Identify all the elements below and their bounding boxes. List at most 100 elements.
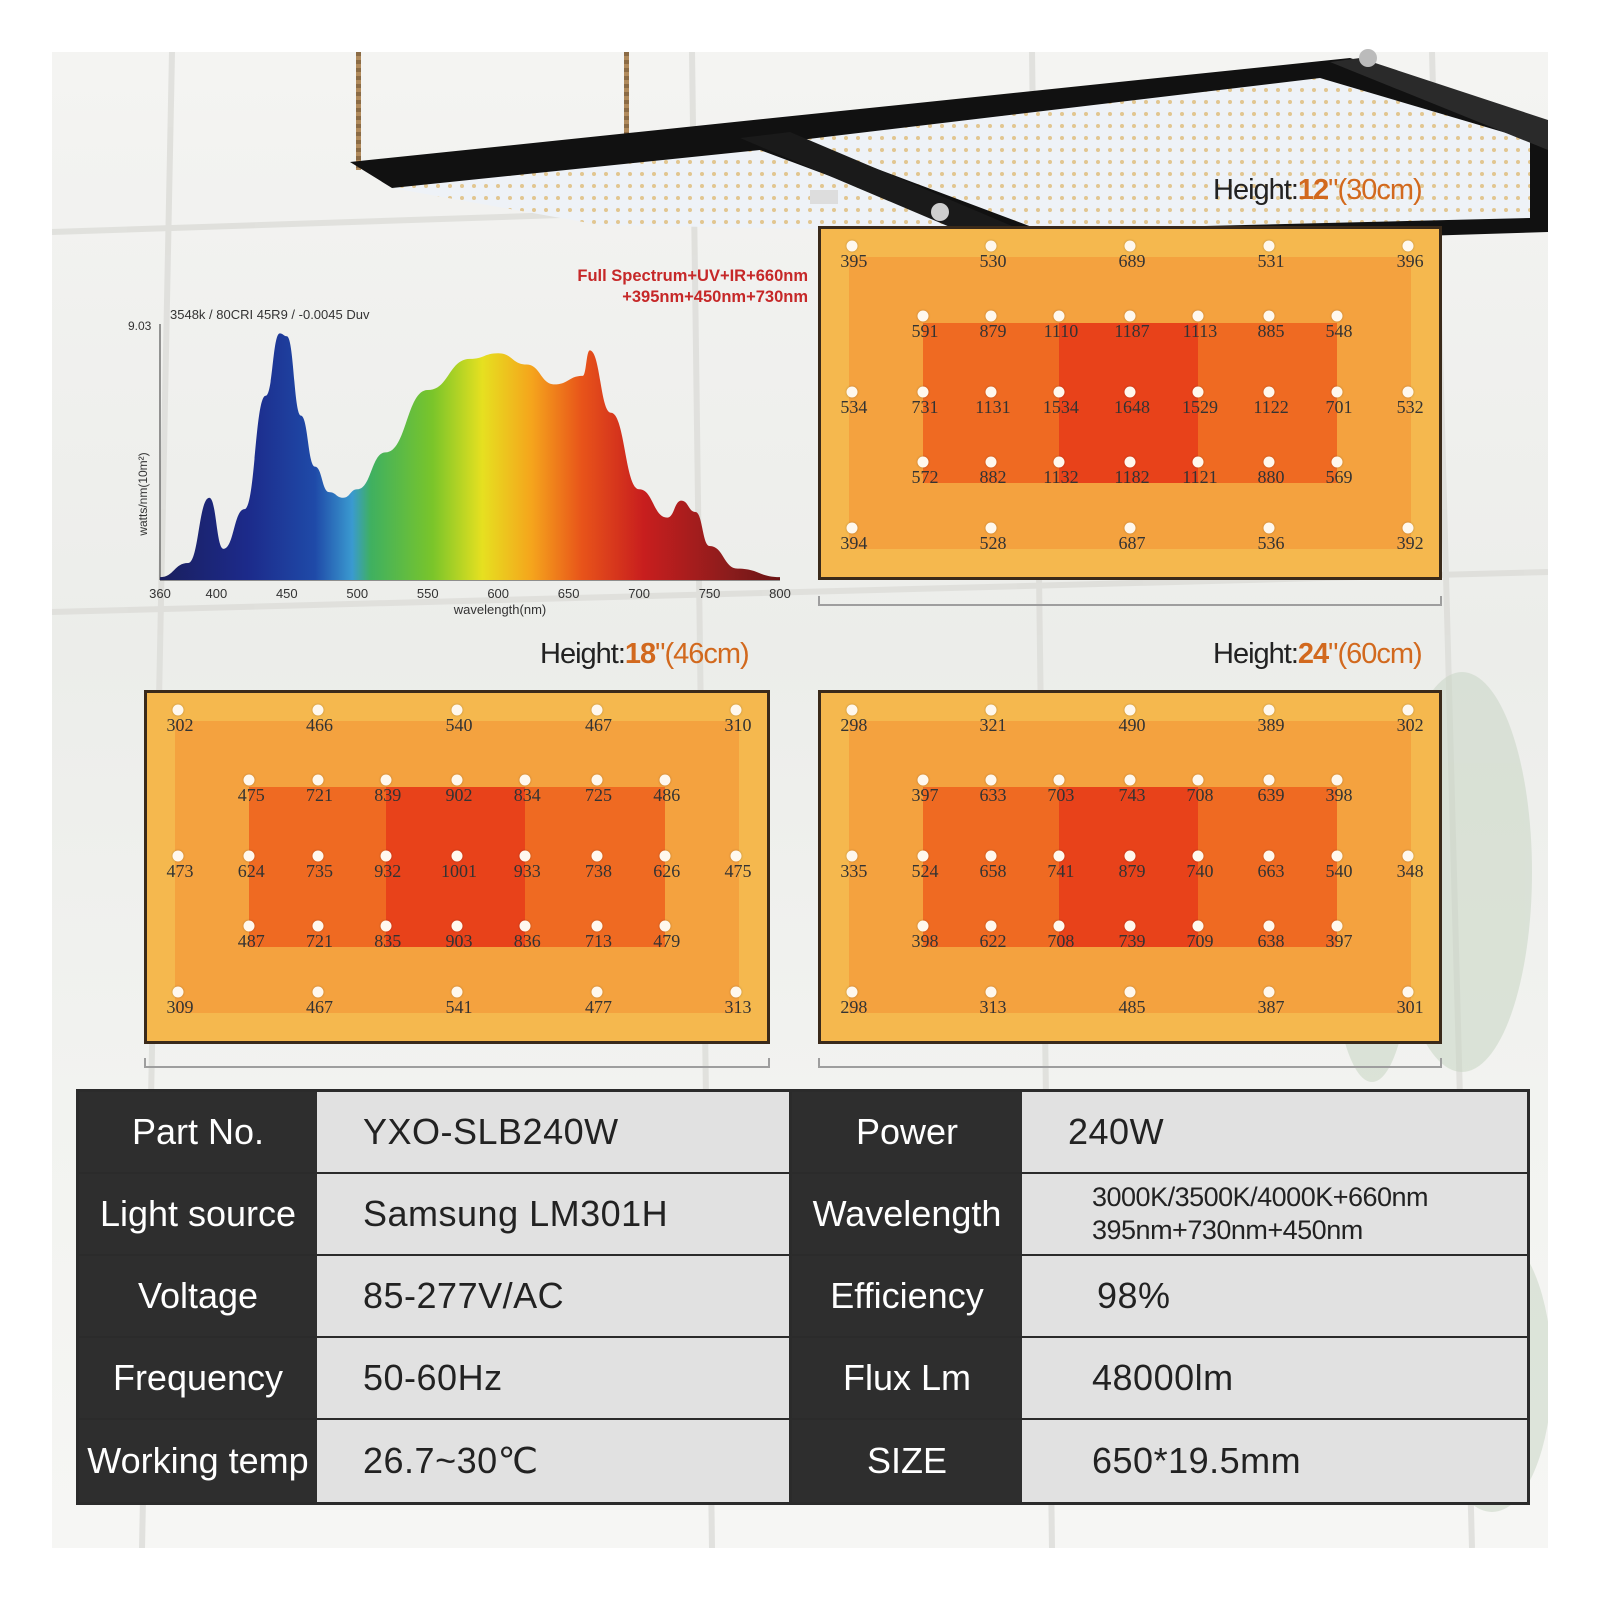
spec-key-voltage: Voltage: [79, 1256, 317, 1338]
ppfd-value: 298: [840, 997, 868, 1018]
x-tick-550: 550: [417, 586, 439, 601]
measurement-point: [1263, 240, 1275, 252]
measurement-point: [1192, 850, 1204, 862]
ppfd-value: 626: [653, 861, 681, 882]
measurement-point: [659, 920, 671, 932]
measurement-point: [519, 920, 531, 932]
spec-key-light-source: Light source: [79, 1174, 317, 1256]
spec-value-working-temp: 26.7~30℃: [317, 1420, 789, 1502]
measurement-point: [1263, 456, 1275, 468]
ppfd-value: 902: [445, 784, 473, 805]
measurement-point: [1124, 456, 1136, 468]
ppfd-value: 310: [724, 715, 752, 736]
measurement-point: [451, 704, 463, 716]
measurement-point: [519, 774, 531, 786]
ppfd-value: 548: [1325, 320, 1353, 341]
measurement-point: [846, 240, 858, 252]
ppfd-value: 394: [840, 533, 868, 554]
spec-table: Part No. YXO-SLB240W Power 240W Light so…: [76, 1089, 1530, 1505]
ppfd-value: 903: [445, 931, 473, 952]
measurement-point: [846, 986, 858, 998]
measurement-point: [1124, 386, 1136, 398]
measurement-point: [172, 986, 184, 998]
x-tick-600: 600: [487, 586, 509, 601]
spectrum-tagline: Full Spectrum+UV+IR+660nm +395nm+450nm+7…: [577, 267, 808, 306]
ppfd-value: 638: [1257, 931, 1285, 952]
measurement-point: [1053, 774, 1065, 786]
bracket-12in: [818, 596, 1442, 606]
measurement-point: [985, 456, 997, 468]
measurement-point: [730, 850, 742, 862]
measurement-point: [1124, 522, 1136, 534]
ppfd-value: 348: [1396, 861, 1424, 882]
measurement-point: [451, 850, 463, 862]
measurement-point: [1053, 850, 1065, 862]
ppfd-value: 725: [585, 784, 612, 805]
ppfd-value: 532: [1396, 397, 1424, 418]
spec-value-size: 650*19.5mm: [1022, 1420, 1527, 1502]
spectrum-area: [160, 333, 780, 580]
measurement-point: [846, 704, 858, 716]
ppfd-value: 479: [653, 931, 681, 952]
spec-value-flux: 48000lm: [1022, 1338, 1527, 1420]
x-tick-750: 750: [699, 586, 721, 601]
measurement-point: [985, 522, 997, 534]
hanging-rope-left: [356, 52, 361, 170]
heatmap-12in: 395 530 689 531 396 591 879 1110 1187 1113 885 548 5…: [818, 226, 1442, 580]
measurement-point: [1331, 310, 1343, 322]
ppfd-value: 624: [237, 861, 265, 882]
ppfd-value: 467: [585, 715, 612, 736]
measurement-point: [1402, 522, 1414, 534]
measurement-point: [1124, 850, 1136, 862]
ppfd-value: 572: [911, 467, 939, 488]
measurement-point: [1192, 456, 1204, 468]
ppfd-value: 739: [1118, 931, 1146, 952]
measurement-point: [380, 920, 392, 932]
ppfd-value: 1529: [1181, 397, 1218, 418]
measurement-point: [659, 774, 671, 786]
measurement-point: [1263, 704, 1275, 716]
measurement-point: [1192, 920, 1204, 932]
measurement-point: [659, 850, 671, 862]
ppfd-value: 540: [1325, 861, 1353, 882]
measurement-point: [1263, 920, 1275, 932]
spec-key-flux: Flux Lm: [789, 1338, 1022, 1420]
measurement-point: [1331, 850, 1343, 862]
measurement-point: [985, 920, 997, 932]
measurement-point: [1331, 386, 1343, 398]
ppfd-value: 1122: [1253, 397, 1289, 418]
ppfd-value: 879: [979, 320, 1007, 341]
ppfd-value: 721: [306, 784, 333, 805]
heat-zone-2: [385, 786, 526, 948]
ppfd-value: 708: [1047, 931, 1075, 952]
ppfd-value: 1121: [1182, 467, 1218, 488]
ppfd-value: 709: [1186, 931, 1214, 952]
measurement-point: [985, 386, 997, 398]
y-max-label: 9.03: [128, 319, 152, 333]
measurement-point: [1263, 522, 1275, 534]
led-grow-light-panel: [350, 49, 1548, 248]
ppfd-value: 663: [1257, 861, 1285, 882]
measurement-point: [1402, 704, 1414, 716]
spectrum-info: 3548k / 80CRI 45R9 / -0.0045 Duv: [170, 307, 370, 322]
ppfd-value: 639: [1257, 784, 1285, 805]
height-label-12: Height:12"(30cm): [1213, 174, 1423, 206]
ppfd-value: 701: [1325, 397, 1353, 418]
ppfd-value: 396: [1396, 251, 1424, 272]
measurement-point: [1124, 310, 1136, 322]
ppfd-value: 740: [1186, 861, 1214, 882]
measurement-point: [1331, 920, 1343, 932]
ppfd-value: 622: [979, 931, 1007, 952]
x-tick-labels: 360 400 450 500 550 600 650 700 750 800: [149, 586, 791, 601]
height-label-18: Height:18"(46cm): [540, 638, 750, 670]
measurement-point: [1331, 456, 1343, 468]
ppfd-value: 933: [513, 861, 541, 882]
heat-zone-2: [1058, 322, 1198, 484]
ppfd-value: 467: [306, 997, 333, 1018]
ppfd-value: 298: [840, 715, 868, 736]
spec-key-frequency: Frequency: [79, 1338, 317, 1420]
spec-key-working-temp: Working temp: [79, 1420, 317, 1502]
ppfd-value: 531: [1257, 251, 1285, 272]
ppfd-value: 313: [979, 997, 1007, 1018]
